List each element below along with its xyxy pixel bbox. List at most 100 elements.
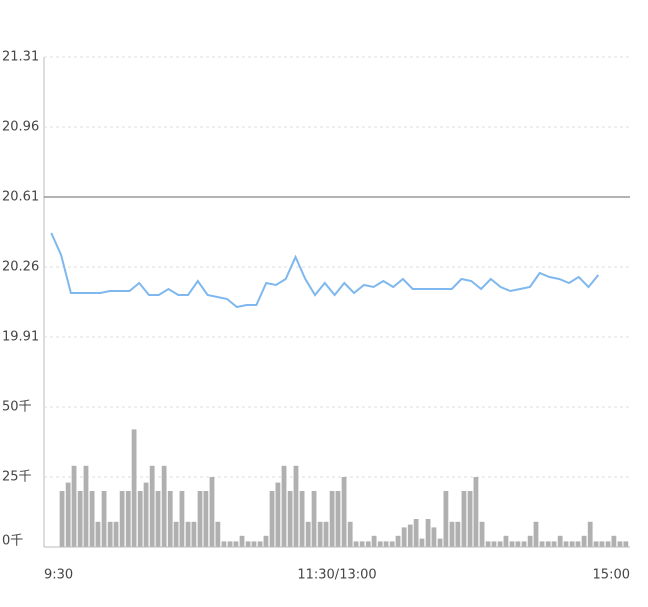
volume-bar [479,521,485,547]
volume-bar [329,491,335,547]
volume-bar [587,521,593,547]
volume-bar [83,465,89,547]
volume-bar [233,541,239,547]
volume-bar [155,491,161,547]
volume-bar [77,491,83,547]
y-tick-label: 19.91 [2,330,39,345]
volume-bar [605,541,611,547]
volume-bar [563,541,569,547]
volume-bar [485,541,491,547]
volume-bar [377,541,383,547]
volume-bar [503,535,509,547]
y-tick-label: 20.26 [2,260,39,275]
volume-bar [443,491,449,547]
volume-bar [617,541,623,547]
volume-bar [425,519,431,547]
volume-bar [149,465,155,547]
volume-bar [407,524,413,547]
volume-bar [227,541,233,547]
volume-bar [143,482,149,547]
volume-bar [113,521,119,547]
volume-bar [275,482,281,547]
volume-bar [125,491,131,547]
y-tick-label: 25千 [2,470,32,485]
volume-bar [71,465,77,547]
volume-bar [623,541,629,547]
volume-bar [191,521,197,547]
volume-bar [317,521,323,547]
volume-bar [137,491,143,547]
y-tick-label: 50千 [2,400,32,415]
volume-bar [515,541,521,547]
x-tick-label: 11:30/13:00 [297,568,376,583]
y-tick-label: 20.61 [2,190,39,205]
volume-bar [281,465,287,547]
volume-bar [263,535,269,547]
volume-bar [359,541,365,547]
volume-bar [599,541,605,547]
volume-bar [413,519,419,547]
volume-bar [239,535,245,547]
volume-bar [611,535,617,547]
volume-bar [305,521,311,547]
x-tick-label: 15:00 [593,568,630,583]
volume-bar [401,527,407,547]
volume-bar [521,541,527,547]
volume-bar [431,527,437,547]
volume-bar [131,429,137,547]
volume-bar [533,521,539,547]
y-tick-label: 21.31 [2,50,39,65]
volume-bar [449,521,455,547]
volume-bar [89,491,95,547]
volume-bar [269,491,275,547]
volume-bar [473,477,479,547]
volume-bar [341,477,347,547]
volume-bar [335,491,341,547]
volume-bar [209,477,215,547]
volume-bar [395,535,401,547]
volume-bar [185,521,191,547]
volume-bar [551,541,557,547]
volume-bar [497,541,503,547]
volume-bar [101,491,107,547]
volume-bar [527,535,533,547]
volume-bar [161,465,167,547]
y-tick-label: 0千 [2,534,23,549]
volume-bar [581,535,587,547]
volume-bar [167,491,173,547]
volume-bar [365,541,371,547]
volume-bar [245,541,251,547]
volume-bar [251,541,257,547]
volume-bar [65,482,71,547]
volume-bar [467,491,473,547]
volume-bar [173,521,179,547]
volume-bar [197,491,203,547]
volume-bar [119,491,125,547]
volume-bar [95,521,101,547]
volume-bar [107,521,113,547]
volume-bar [557,535,563,547]
volume-bar [287,491,293,547]
volume-bar [347,521,353,547]
volume-bar [545,541,551,547]
volume-bar [179,491,185,547]
y-tick-label: 20.96 [2,120,39,135]
volume-bar [215,521,221,547]
price-line [50,232,600,309]
volume-bar [419,538,425,547]
volume-bar [59,491,65,547]
volume-bar [299,491,305,547]
volume-bar [203,491,209,547]
volume-bar [323,521,329,547]
volume-bar [461,491,467,547]
x-tick-label: 9:30 [44,568,73,583]
volume-bar [389,541,395,547]
volume-bar [593,541,599,547]
volume-bar [539,541,545,547]
volume-bar [455,521,461,547]
volume-bar [353,541,359,547]
volume-bar [569,541,575,547]
volume-bar [491,541,497,547]
